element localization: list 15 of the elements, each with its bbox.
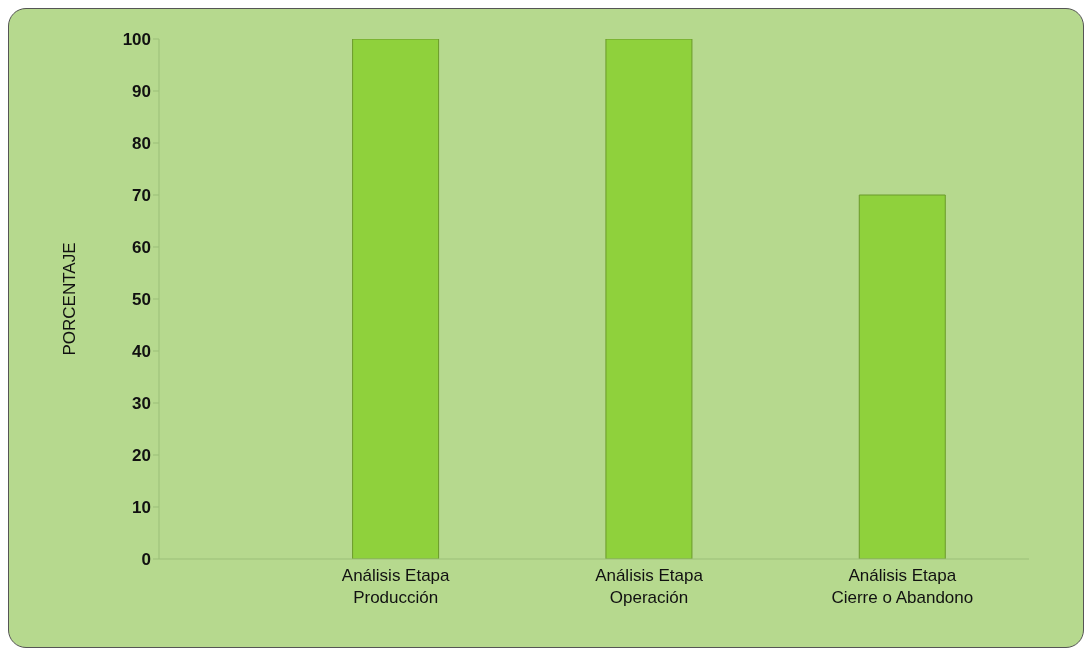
- y-tick-label: 30: [132, 394, 151, 414]
- y-tick-label: 10: [132, 498, 151, 518]
- y-tick-label: 100: [122, 30, 151, 50]
- y-tick-label: 40: [132, 342, 151, 362]
- x-tick-label: Análisis Etapa Cierre o Abandono: [831, 566, 974, 607]
- y-axis-title: PORCENTAJE: [60, 242, 80, 356]
- y-tick-label: 0: [141, 550, 151, 570]
- x-tick-label: Análisis Etapa Producción: [341, 566, 451, 607]
- y-tick-label: 90: [132, 82, 151, 102]
- x-tick-label: Análisis Etapa Operación: [595, 566, 704, 607]
- y-tick-label: 70: [132, 186, 151, 206]
- y-tick-label: 50: [132, 290, 151, 310]
- y-tick-label: 60: [132, 238, 151, 258]
- y-tick-label: 80: [132, 134, 151, 154]
- y-tick-label: 20: [132, 446, 151, 466]
